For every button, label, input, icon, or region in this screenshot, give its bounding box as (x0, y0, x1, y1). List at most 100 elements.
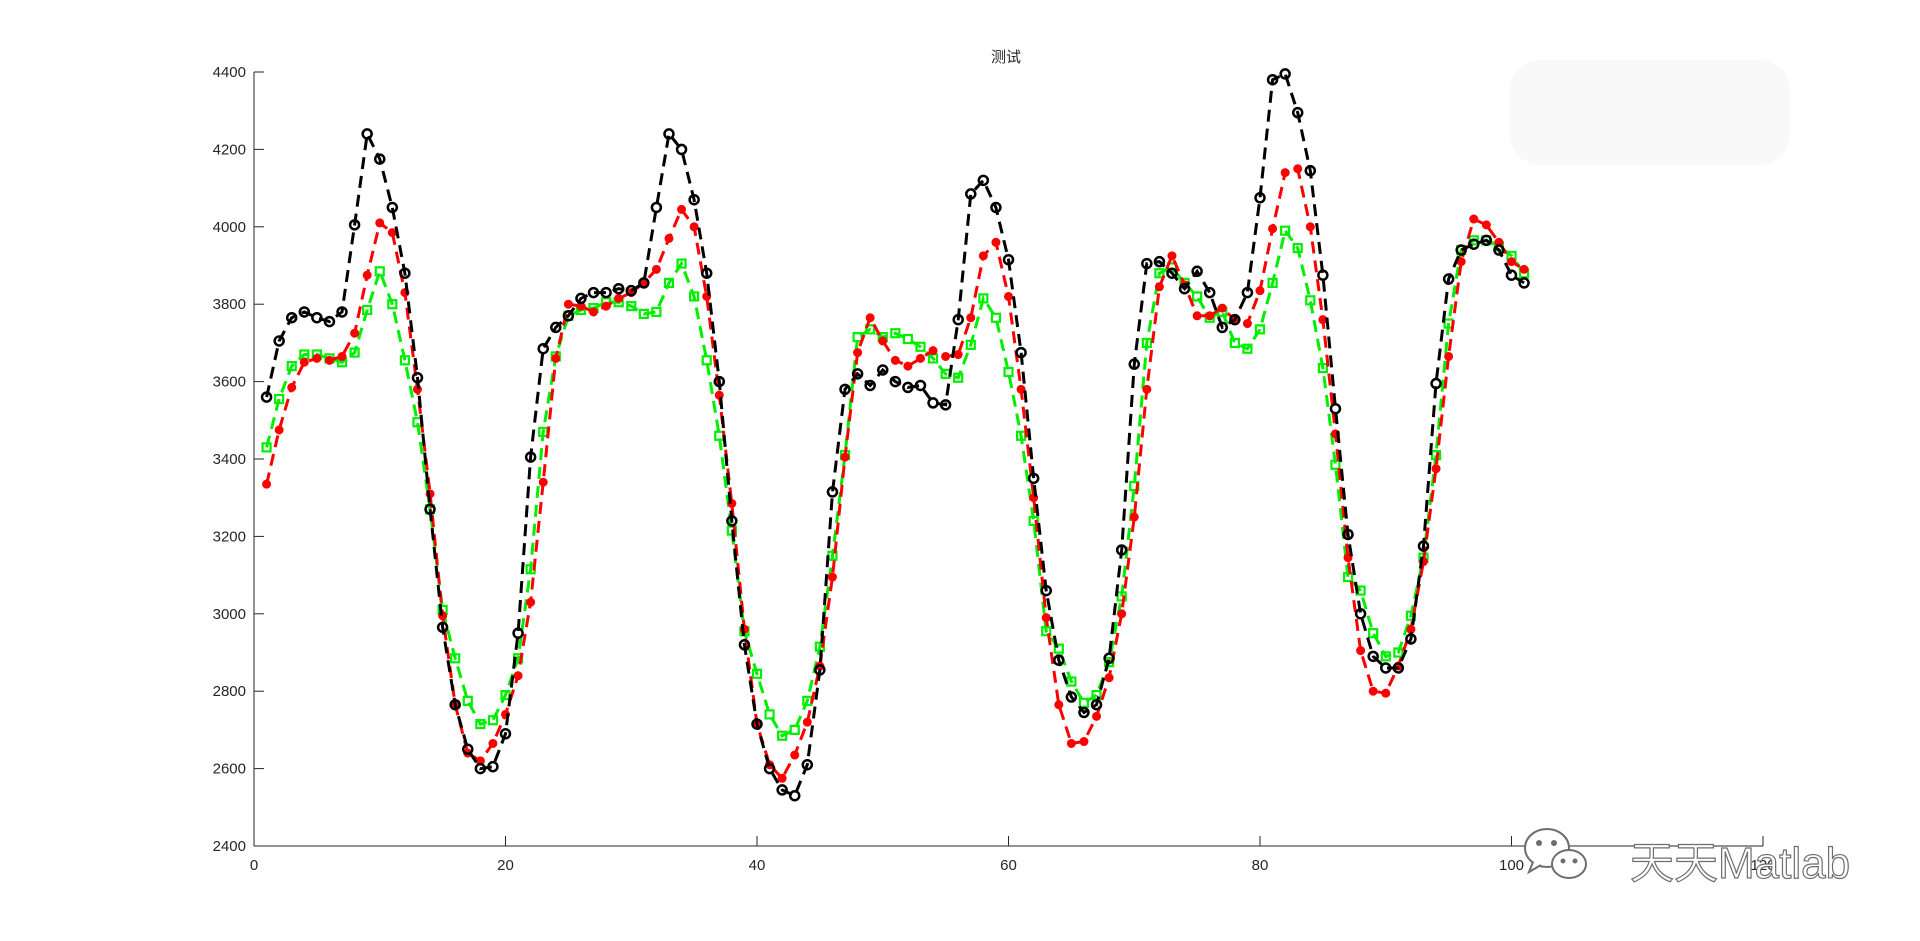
data-point (1519, 264, 1529, 274)
data-point (990, 201, 1002, 214)
data-point (776, 784, 788, 796)
data-point (563, 299, 573, 309)
data-point (902, 333, 914, 345)
data-point (1279, 68, 1291, 80)
data-point (1142, 384, 1152, 394)
data-point (1280, 225, 1291, 236)
data-point (1103, 652, 1115, 665)
data-point (1115, 544, 1128, 556)
data-point (839, 383, 851, 396)
data-point (450, 653, 461, 664)
data-point (449, 698, 461, 711)
data-point (1054, 700, 1064, 710)
data-point (1053, 643, 1064, 654)
data-point (1480, 234, 1493, 247)
data-point (890, 355, 900, 365)
data-point (1242, 319, 1252, 329)
data-point (361, 128, 373, 140)
data-point (626, 301, 637, 312)
data-point (903, 361, 913, 371)
data-point (663, 277, 675, 289)
data-point (1002, 253, 1015, 266)
data-point (1417, 540, 1430, 552)
axes: 0 20 40 60 80 100 120 2400 2600 2800 3000 3200 3400 3… (213, 64, 1776, 874)
data-point (274, 393, 285, 405)
data-point (853, 348, 863, 358)
data-point (386, 201, 399, 214)
data-point (777, 730, 788, 741)
y-tick-label: 2800 (213, 683, 246, 700)
data-point (337, 351, 347, 361)
data-point (1268, 224, 1278, 234)
data-point (1028, 515, 1039, 527)
data-point (1027, 472, 1040, 485)
data-point (1129, 512, 1139, 522)
data-point (1505, 269, 1518, 281)
data-point (1368, 686, 1378, 696)
watermark-text: 天天Matlab (1630, 839, 1850, 888)
data-point (952, 313, 964, 326)
data-point (399, 267, 411, 279)
y-tick-label: 3000 (213, 606, 246, 623)
data-point (374, 266, 385, 277)
y-tick-label: 4000 (213, 219, 246, 236)
data-point (777, 773, 787, 783)
data-point (751, 718, 763, 730)
data-point (1431, 464, 1441, 474)
data-point (273, 335, 285, 347)
data-point (801, 758, 814, 771)
y-tick-label: 2400 (213, 838, 246, 855)
data-point (1267, 277, 1278, 289)
data-point (311, 311, 323, 324)
data-point (676, 258, 687, 269)
data-point (1217, 303, 1227, 313)
data-point (991, 237, 1001, 247)
data-point (462, 695, 473, 706)
data-point (1004, 291, 1013, 301)
data-point (499, 728, 512, 740)
data-point (688, 193, 700, 206)
data-point (1266, 73, 1279, 86)
data-point (1241, 286, 1254, 299)
data-point (651, 306, 662, 318)
data-point (675, 143, 688, 156)
data-point (941, 351, 951, 361)
data-point (362, 304, 373, 316)
x-tick-label: 80 (1252, 857, 1269, 874)
data-point (1405, 633, 1417, 645)
data-point (298, 306, 311, 318)
data-point (1356, 646, 1366, 656)
data-point (1191, 265, 1203, 278)
x-tick-label: 120 (1750, 857, 1775, 874)
data-point (1015, 346, 1027, 359)
data-point (915, 353, 925, 363)
data-point (1329, 402, 1342, 415)
data-point (865, 313, 875, 323)
data-point (487, 715, 499, 726)
series-0 (260, 68, 1530, 802)
data-point (513, 671, 523, 681)
data-point (1016, 384, 1026, 394)
data-point (1493, 244, 1505, 256)
data-point (287, 382, 297, 392)
data-point (1305, 295, 1316, 306)
data-point (1442, 273, 1455, 285)
data-point (902, 381, 914, 394)
y-tick-label: 3600 (213, 374, 246, 391)
data-point (713, 375, 726, 388)
data-point (1380, 651, 1391, 662)
data-point (1481, 220, 1491, 230)
data-point (374, 153, 386, 165)
data-point (953, 350, 963, 360)
data-point (411, 371, 424, 384)
data-point (852, 331, 863, 343)
y-tick-label: 3200 (213, 528, 246, 545)
faint-overlay-shape (1510, 60, 1790, 165)
data-point (878, 336, 888, 346)
series-line (265, 227, 1526, 738)
data-point (789, 724, 800, 736)
data-point (474, 762, 487, 775)
data-point (890, 328, 901, 339)
data-point (375, 218, 385, 228)
